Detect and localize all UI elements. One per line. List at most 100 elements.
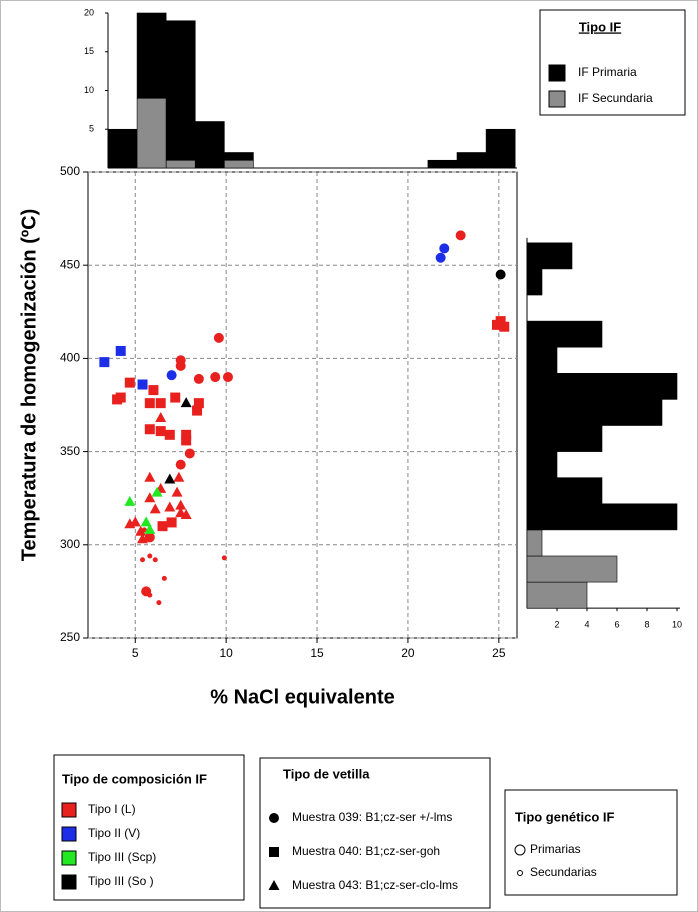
bar	[107, 128, 138, 169]
bar	[224, 159, 254, 169]
y-tick-label: 400	[60, 351, 80, 365]
point	[435, 252, 446, 263]
point	[175, 499, 187, 510]
bar	[526, 581, 588, 609]
legend-swatch	[61, 874, 77, 890]
bar	[526, 503, 678, 531]
legend-label: Tipo I (L)	[88, 802, 136, 816]
point	[144, 523, 156, 534]
legend-title: Tipo IF	[579, 19, 621, 34]
bar	[136, 97, 167, 169]
legend-marker	[269, 847, 279, 857]
point	[144, 471, 156, 482]
point	[184, 448, 195, 459]
bar	[526, 451, 558, 478]
y-tick-label: 10	[84, 85, 94, 95]
point	[144, 492, 156, 503]
x-tick-label: 15	[310, 646, 324, 660]
point	[157, 521, 168, 532]
x-axis-title: % NaCl equivalente	[210, 686, 395, 708]
point	[137, 379, 148, 390]
y-tick-label: 20	[84, 7, 94, 17]
point	[144, 424, 155, 435]
point	[149, 503, 161, 514]
bar	[526, 555, 618, 583]
bar	[194, 121, 225, 169]
legend-marker	[514, 844, 526, 856]
bar	[526, 373, 678, 400]
legend-box	[53, 754, 245, 901]
x-tick-label: 2	[554, 620, 559, 630]
legend-box	[504, 789, 678, 896]
point	[221, 555, 227, 561]
point	[155, 398, 166, 409]
point	[164, 429, 175, 440]
legend-label: Secundarias	[530, 865, 597, 879]
y-axis-title: Temperatura de homogenización (ºC)	[18, 209, 40, 562]
point	[193, 373, 204, 384]
x-tick-label: 5	[132, 646, 139, 660]
point	[181, 429, 192, 440]
bar	[526, 529, 543, 557]
y-tick-label: 450	[60, 257, 80, 271]
point	[147, 592, 153, 598]
bar	[526, 320, 603, 348]
legend-swatch	[548, 64, 566, 82]
legend-swatch	[548, 90, 566, 108]
legend-label: Muestra 043: B1;cz-ser-clo-lms	[292, 878, 458, 892]
point	[175, 459, 186, 470]
legend-swatch	[61, 802, 77, 818]
point	[492, 319, 503, 330]
point	[192, 405, 203, 416]
point	[180, 397, 192, 408]
legend-label: Tipo III (Scp)	[88, 850, 156, 864]
point	[115, 345, 126, 356]
point	[137, 533, 149, 544]
point	[455, 230, 466, 241]
point	[124, 518, 136, 529]
y-tick-label: 500	[60, 164, 80, 178]
legend-swatch	[61, 850, 77, 866]
legend-title: Tipo genético IF	[515, 809, 614, 824]
legend-label: Tipo III (So )	[88, 874, 154, 888]
point	[164, 473, 176, 484]
legend-box	[259, 757, 491, 909]
point	[170, 392, 181, 403]
point	[166, 517, 177, 528]
bar	[526, 242, 573, 270]
legend-label: Primarias	[530, 842, 581, 856]
y-tick-label: 300	[60, 537, 80, 551]
legend-label: Muestra 040: B1;cz-ser-goh	[292, 844, 440, 858]
point	[439, 243, 450, 254]
point	[164, 501, 176, 512]
bar	[427, 159, 458, 169]
point	[173, 471, 185, 482]
x-tick-label: 8	[644, 620, 649, 630]
y-tick-label: 5	[89, 124, 94, 134]
x-tick-label: 4	[584, 620, 589, 630]
legend-marker	[517, 870, 523, 876]
point	[222, 372, 233, 383]
legend-marker	[269, 813, 279, 823]
y-tick-label: 15	[84, 46, 94, 56]
x-tick-label: 25	[492, 646, 506, 660]
y-tick-label: 350	[60, 444, 80, 458]
point	[495, 269, 506, 280]
point	[124, 495, 136, 506]
x-tick-label: 20	[401, 646, 415, 660]
bar	[526, 425, 603, 452]
point	[124, 377, 135, 388]
point	[213, 332, 224, 343]
y-tick-label: 250	[60, 630, 80, 644]
legend-label: IF Secundaria	[578, 91, 653, 105]
legend-title: Tipo de vetilla	[283, 766, 370, 781]
plot-frame	[87, 171, 518, 639]
x-tick-label: 10	[672, 620, 682, 630]
legend-title: Tipo de composición IF	[62, 771, 207, 786]
point	[112, 394, 123, 405]
bar	[526, 346, 558, 374]
bar	[485, 128, 516, 169]
legend-label: Tipo II (V)	[88, 826, 140, 840]
